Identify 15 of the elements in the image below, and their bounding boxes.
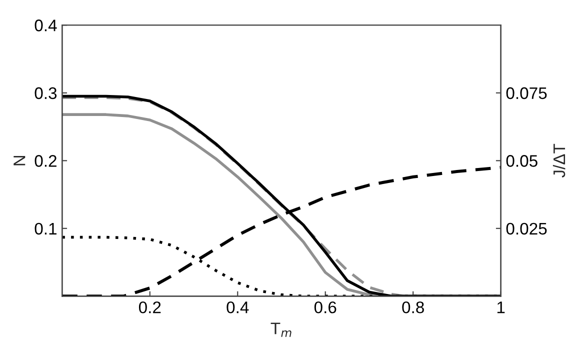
- y2-axis-title: J/ΔT: [552, 144, 566, 178]
- y2-tick-label: 0.075: [506, 87, 547, 100]
- y2-tick-label: 0.025: [506, 222, 547, 235]
- x-tick-label: 0.6: [314, 301, 336, 314]
- x-tick-label: 0.8: [402, 301, 424, 314]
- y-tick-label: 0.4: [34, 20, 57, 32]
- y-tick-label: 0.1: [34, 222, 56, 235]
- x-tick-label: 0.4: [226, 301, 249, 314]
- y-tick-label: 0.3: [34, 87, 57, 100]
- y-axis-title: N: [14, 156, 26, 166]
- x-tick-label: 1: [497, 302, 505, 314]
- x-tick-label: 0.2: [138, 301, 161, 314]
- y-tick-label: 0.2: [34, 155, 56, 167]
- y2-tick-label: 0.05: [506, 155, 538, 167]
- x-axis-title: T$_{m}$: [270, 322, 292, 337]
